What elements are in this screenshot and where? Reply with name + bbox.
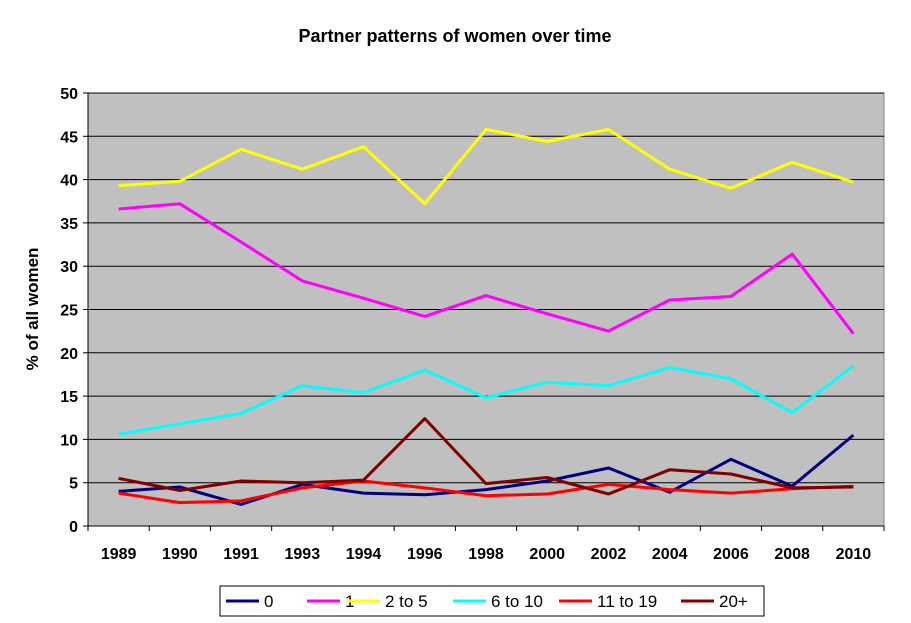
x-tick-label: 1994 xyxy=(346,546,382,563)
y-tick-label: 5 xyxy=(69,476,78,493)
series-line-20- xyxy=(118,417,854,496)
x-tick-label: 2006 xyxy=(713,546,749,563)
legend-label: 0 xyxy=(264,592,273,611)
y-tick-label: 20 xyxy=(60,346,78,363)
y-tick-label: 40 xyxy=(60,173,78,190)
legend-label: 11 to 19 xyxy=(597,592,657,611)
x-tick-label: 2010 xyxy=(836,546,872,563)
x-tick-label: 1996 xyxy=(407,546,443,563)
series-line-1 xyxy=(118,202,855,335)
series-lines xyxy=(118,127,855,506)
legend-label: 6 to 10 xyxy=(491,592,543,611)
legend-label: 20+ xyxy=(719,592,748,611)
series-line-0 xyxy=(118,433,855,506)
y-tick-label: 0 xyxy=(69,519,78,536)
legend-label: 2 to 5 xyxy=(385,592,428,611)
x-tick-label: 1993 xyxy=(285,546,321,563)
x-tick-label: 1989 xyxy=(101,546,137,563)
x-tick-label: 2008 xyxy=(774,546,810,563)
chart-title: Partner patterns of women over time xyxy=(298,26,611,46)
x-tick-label: 1991 xyxy=(223,546,259,563)
series-line-6-to-10 xyxy=(118,364,855,436)
x-tick-label: 1998 xyxy=(468,546,504,563)
y-tick-label: 35 xyxy=(60,216,78,233)
series-line-11-to-19 xyxy=(118,479,854,505)
y-axis-label: % of all women xyxy=(23,248,42,371)
y-tick-label: 50 xyxy=(60,86,78,103)
x-tick-label: 2002 xyxy=(591,546,627,563)
y-tick-label: 25 xyxy=(60,303,78,320)
x-tick-label: 2004 xyxy=(652,546,688,563)
y-tick-label: 30 xyxy=(60,259,78,276)
series-line-2-to-5 xyxy=(118,127,854,206)
y-tick-label: 45 xyxy=(60,129,78,146)
x-tick-label: 2000 xyxy=(529,546,565,563)
y-tick-label: 15 xyxy=(60,389,78,406)
x-tick-label: 1990 xyxy=(162,546,198,563)
x-axis: 1989 1990 1991 1993 1994 1996 1998 2000 2002 2004… xyxy=(87,525,885,563)
y-axis: 0 5 10 15 20 25 30 35 40 45 50 xyxy=(60,86,89,536)
y-tick-label: 10 xyxy=(60,432,78,449)
